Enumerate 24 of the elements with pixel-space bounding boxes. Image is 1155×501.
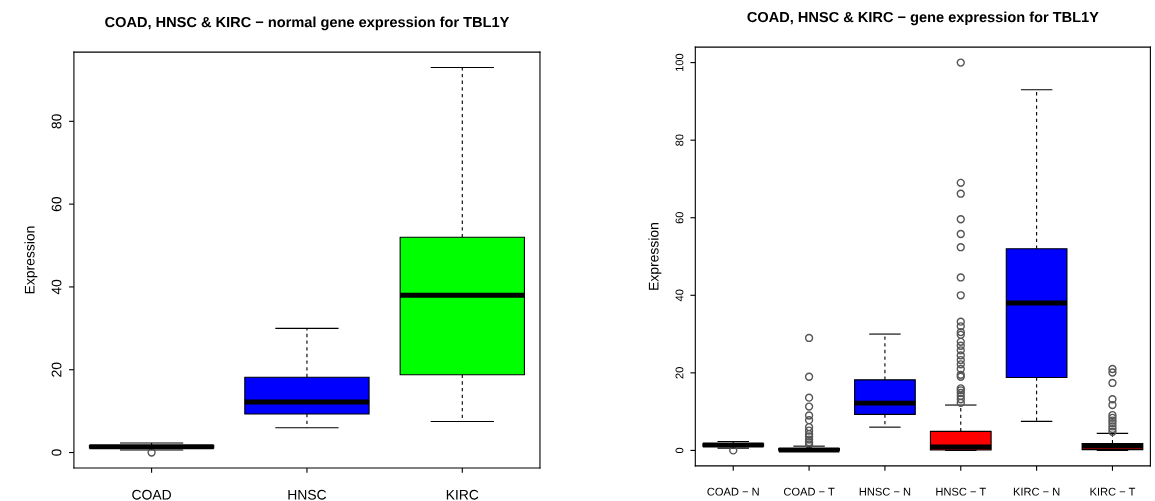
x-tick-label: COAD (132, 489, 171, 500)
y-tick-label: 20 (51, 362, 62, 377)
y-axis-title: Expression (648, 223, 662, 290)
y-tick-label: 20 (675, 367, 684, 379)
y-tick-label: 0 (51, 449, 62, 456)
y-tick-label: 0 (675, 447, 684, 454)
x-tick-label: HNSC − N (859, 487, 911, 496)
y-tick-label: 40 (675, 289, 684, 302)
y-axis-title: Expression (24, 226, 38, 294)
y-tick-label: 100 (675, 53, 684, 72)
x-tick-label: KIRC − N (1013, 487, 1060, 496)
x-tick-label: HNSC (288, 489, 327, 500)
x-tick-label: HNSC − T (936, 487, 986, 496)
chart-title: COAD, HNSC & KIRC − gene expression for TBL1Y (747, 11, 1099, 26)
x-tick-label: COAD − N (707, 487, 759, 496)
y-tick-label: 80 (51, 114, 62, 129)
y-tick-label: 60 (675, 211, 684, 224)
y-tick-label: 80 (675, 134, 684, 146)
chart-title: COAD, HNSC & KIRC − normal gene expression for TBL1Y (105, 16, 510, 31)
x-tick-label: KIRC − T (1090, 487, 1136, 496)
x-tick-label: KIRC (446, 489, 479, 500)
y-tick-label: 60 (51, 196, 62, 212)
y-tick-label: 40 (51, 279, 62, 295)
x-tick-label: COAD − T (783, 487, 835, 496)
